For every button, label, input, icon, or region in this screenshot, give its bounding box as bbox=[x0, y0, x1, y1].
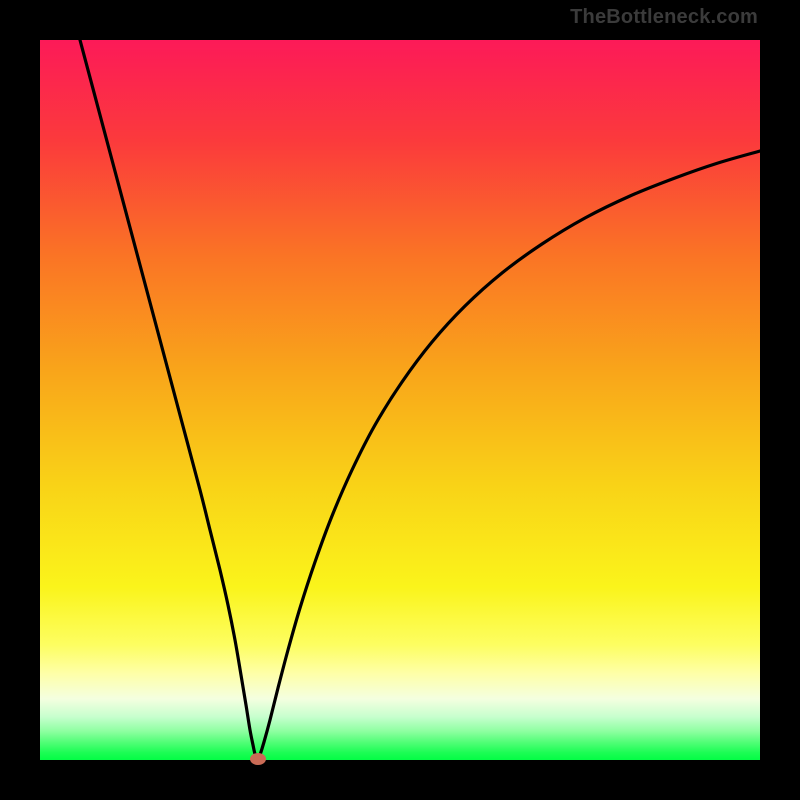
plot-area bbox=[40, 40, 760, 760]
chart-frame: TheBottleneck.com bbox=[0, 0, 800, 800]
curve-layer bbox=[40, 40, 760, 760]
curve-left-descent bbox=[80, 40, 258, 760]
attribution-text: TheBottleneck.com bbox=[570, 6, 758, 29]
minimum-marker bbox=[250, 753, 266, 765]
curve-right-ascent bbox=[258, 151, 760, 760]
